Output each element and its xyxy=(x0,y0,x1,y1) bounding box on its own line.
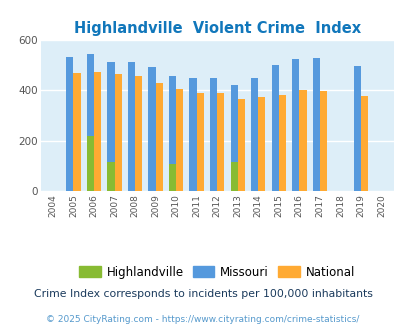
Bar xyxy=(66,57,73,191)
Bar xyxy=(87,136,94,191)
Bar xyxy=(168,164,176,191)
Text: © 2025 CityRating.com - https://www.cityrating.com/crime-statistics/: © 2025 CityRating.com - https://www.city… xyxy=(46,315,359,324)
Bar xyxy=(312,58,319,191)
Title: Highlandville  Violent Crime  Index: Highlandville Violent Crime Index xyxy=(73,21,360,36)
Bar xyxy=(278,94,285,191)
Bar xyxy=(271,65,278,191)
Bar xyxy=(217,93,224,191)
Bar xyxy=(114,74,122,191)
Bar xyxy=(135,76,142,191)
Bar xyxy=(94,73,101,191)
Bar xyxy=(237,99,244,191)
Bar xyxy=(155,83,162,191)
Bar xyxy=(230,162,237,191)
Bar xyxy=(176,89,183,191)
Bar xyxy=(209,78,217,191)
Bar xyxy=(298,90,306,191)
Bar xyxy=(250,78,258,191)
Bar xyxy=(73,73,81,191)
Bar xyxy=(128,62,135,191)
Bar xyxy=(258,96,265,191)
Bar xyxy=(189,78,196,191)
Bar xyxy=(87,53,94,191)
Bar xyxy=(360,96,367,191)
Bar xyxy=(148,67,155,191)
Bar xyxy=(168,76,176,191)
Legend: Highlandville, Missouri, National: Highlandville, Missouri, National xyxy=(75,261,359,283)
Bar xyxy=(292,59,298,191)
Text: Crime Index corresponds to incidents per 100,000 inhabitants: Crime Index corresponds to incidents per… xyxy=(34,289,371,299)
Bar xyxy=(196,93,203,191)
Bar xyxy=(319,91,326,191)
Bar xyxy=(353,66,360,191)
Bar xyxy=(107,162,114,191)
Bar xyxy=(107,62,114,191)
Bar xyxy=(230,85,237,191)
